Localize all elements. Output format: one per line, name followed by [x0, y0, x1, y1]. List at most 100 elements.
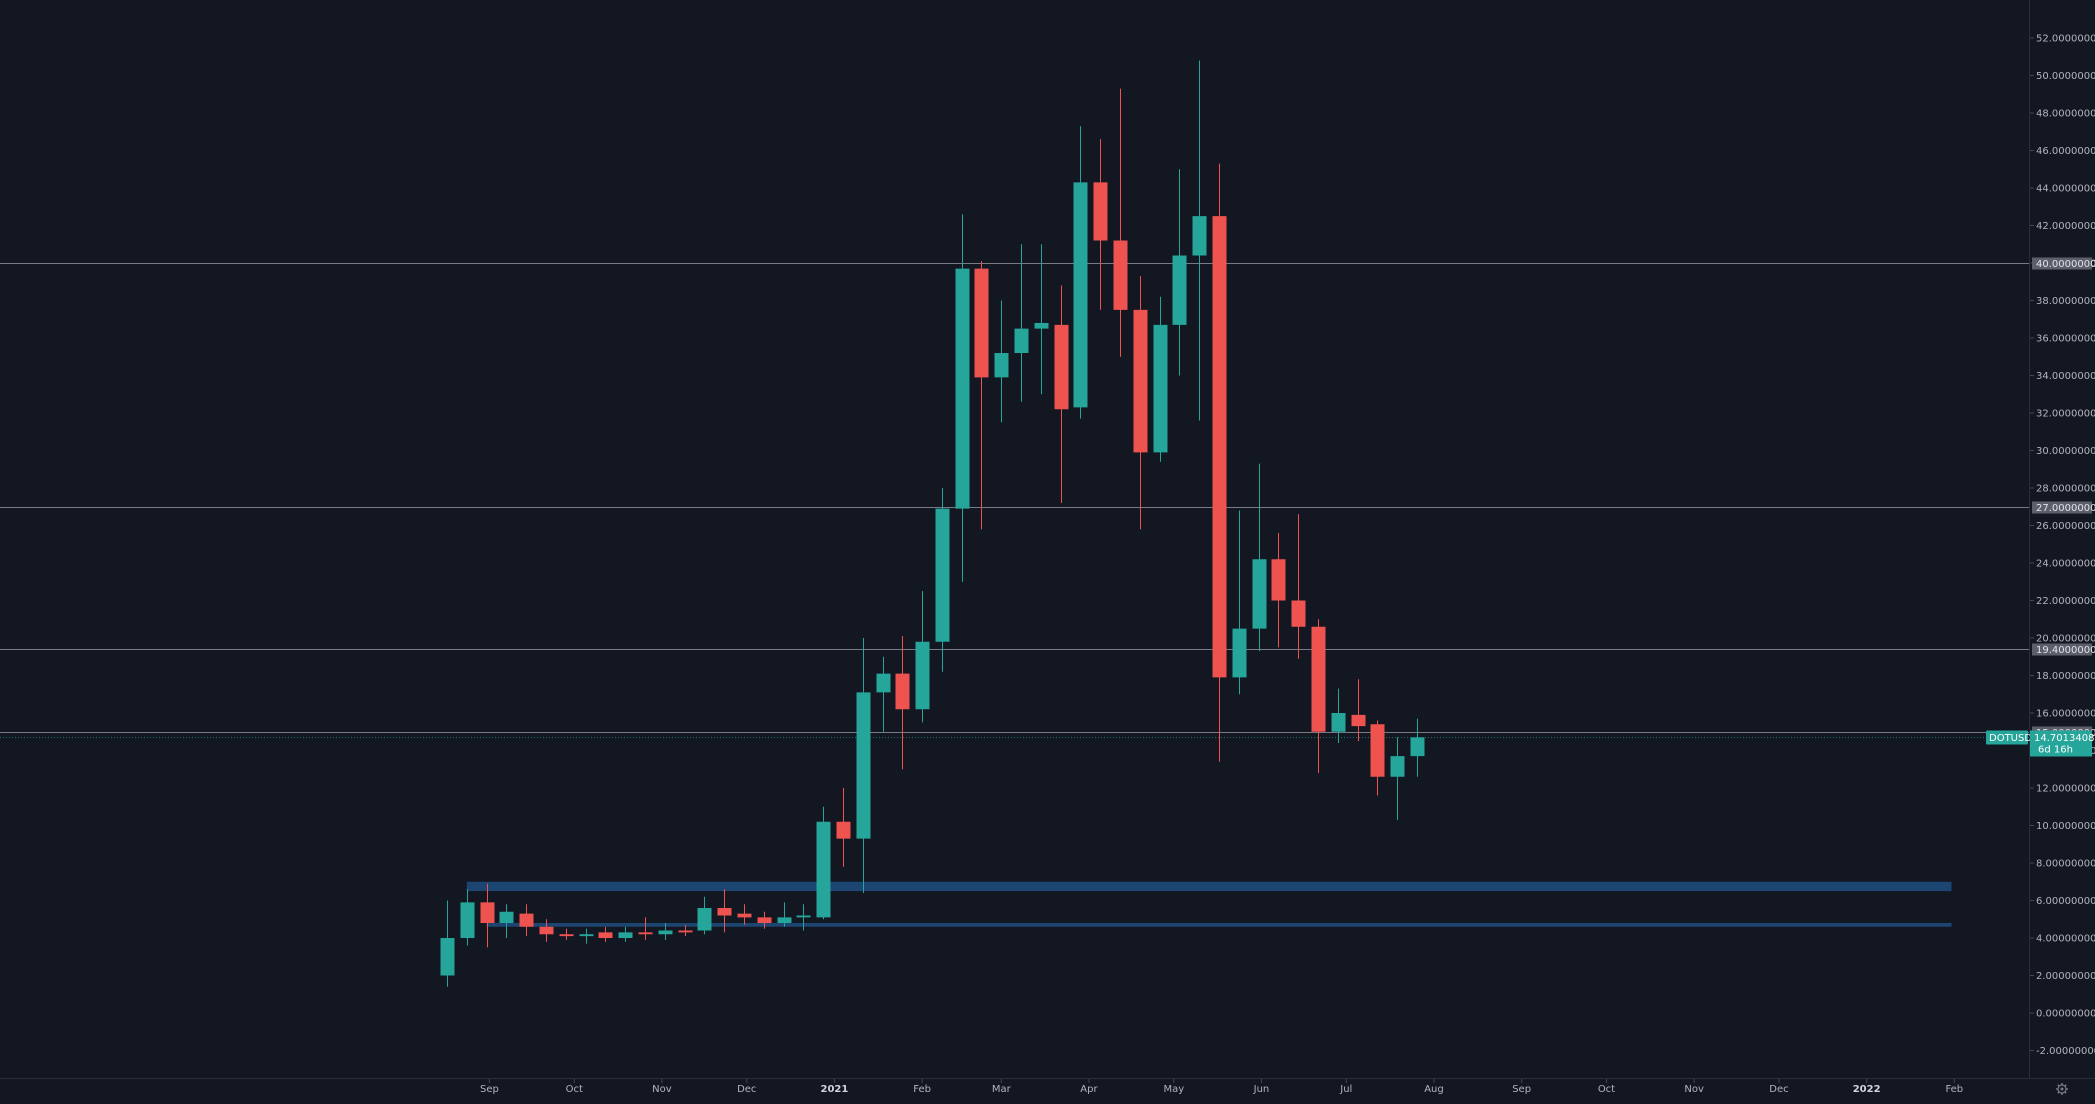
- price-tick-label: 26.00000000: [2036, 521, 2095, 532]
- candle-body-down[interactable]: [480, 902, 495, 923]
- candle-body-up[interactable]: [1034, 323, 1049, 329]
- price-tick-label: 52.00000000: [2036, 34, 2095, 45]
- price-tick-label: 12.00000000: [2036, 784, 2095, 795]
- candle-body-down[interactable]: [1113, 240, 1128, 310]
- candle-body-up[interactable]: [1390, 756, 1405, 777]
- candle-body-down[interactable]: [717, 908, 732, 916]
- candle-body-down[interactable]: [1311, 626, 1326, 732]
- level-price-label: 27.00000000: [2036, 503, 2095, 514]
- price-tick-label: 28.00000000: [2036, 484, 2095, 495]
- candle-body-up[interactable]: [796, 915, 811, 918]
- price-tick-label: 20.00000000: [2036, 634, 2095, 645]
- bar-countdown: 6d 16h: [2038, 745, 2073, 756]
- candle-body-up[interactable]: [1410, 737, 1425, 757]
- time-tick-label: Dec: [1769, 1084, 1788, 1095]
- support-zone[interactable]: [466, 881, 1952, 892]
- candle-body-up[interactable]: [499, 911, 514, 923]
- candle-body-up[interactable]: [935, 508, 950, 642]
- price-tick-label: 0.00000000: [2036, 1009, 2095, 1020]
- candle-body-down[interactable]: [678, 930, 693, 933]
- price-tick-label: 10.00000000: [2036, 821, 2095, 832]
- candle-body-up[interactable]: [955, 268, 970, 509]
- time-tick-label: Jun: [1253, 1084, 1270, 1095]
- price-tick-label: 38.00000000: [2036, 296, 2095, 307]
- candle-body-up[interactable]: [1073, 182, 1088, 408]
- price-tick-label: 42.00000000: [2036, 221, 2095, 232]
- candle-body-up[interactable]: [777, 917, 792, 923]
- candle-body-up[interactable]: [579, 934, 594, 937]
- candle-body-up[interactable]: [994, 353, 1009, 378]
- last-price-value: 14.70134083: [2034, 733, 2095, 744]
- last-price-tag: 14.70134083 6d 16h: [2030, 730, 2095, 757]
- candle-body-down[interactable]: [1351, 714, 1366, 727]
- last-price-background: [2030, 730, 2092, 757]
- time-tick-label: Feb: [1945, 1084, 1963, 1095]
- time-tick-label: Jul: [1339, 1084, 1352, 1095]
- time-tick-label: Oct: [1598, 1084, 1615, 1095]
- candle-body-down[interactable]: [1370, 724, 1385, 777]
- support-zone[interactable]: [486, 923, 1952, 927]
- symbol-tag-label: DOTUSD: [1989, 733, 2032, 744]
- time-tick-label: Mar: [992, 1084, 1012, 1095]
- candle-body-up[interactable]: [1014, 328, 1029, 353]
- price-tick-label: 36.00000000: [2036, 334, 2095, 345]
- candles[interactable]: [440, 60, 1425, 987]
- candle-body-down[interactable]: [836, 821, 851, 839]
- candle-body-up[interactable]: [697, 908, 712, 931]
- level-price-label: 19.40000000: [2036, 645, 2095, 656]
- candle-body-up[interactable]: [1192, 216, 1207, 256]
- time-tick-label: Aug: [1424, 1084, 1444, 1095]
- candle-body-up[interactable]: [876, 673, 891, 693]
- candle-body-down[interactable]: [737, 913, 752, 918]
- level-price-tag: [2032, 643, 2092, 656]
- candle-body-down[interactable]: [1133, 309, 1148, 453]
- candle-body-down[interactable]: [598, 932, 613, 938]
- candle-body-down[interactable]: [1054, 324, 1069, 410]
- candle-body-up[interactable]: [1252, 559, 1267, 629]
- time-tick-label: Oct: [566, 1084, 583, 1095]
- candle-body-up[interactable]: [1172, 255, 1187, 325]
- price-tick-label: 22.00000000: [2036, 596, 2095, 607]
- candle-body-down[interactable]: [1212, 216, 1227, 678]
- time-tick-label: 2022: [1853, 1084, 1881, 1095]
- candle-body-down[interactable]: [757, 917, 772, 923]
- time-tick-label: Apr: [1080, 1084, 1098, 1095]
- level-price-label: 40.00000000: [2036, 259, 2095, 270]
- candle-body-up[interactable]: [1232, 628, 1247, 678]
- time-tick-label: Dec: [737, 1084, 756, 1095]
- time-tick-label: Feb: [913, 1084, 931, 1095]
- candle-body-up[interactable]: [1153, 324, 1168, 453]
- candle-body-down[interactable]: [1093, 182, 1108, 241]
- symbol-tag: DOTUSD: [1986, 730, 2032, 745]
- candle-body-down[interactable]: [519, 913, 534, 927]
- candle-body-down[interactable]: [638, 932, 653, 935]
- horizontal-levels: [0, 263, 2029, 733]
- candle-body-up[interactable]: [856, 692, 871, 839]
- candle-body-up[interactable]: [440, 938, 455, 976]
- candle-body-down[interactable]: [1271, 559, 1286, 601]
- candle-body-down[interactable]: [895, 673, 910, 710]
- symbol-tag-background: [1986, 730, 2028, 745]
- price-tick-label: 8.00000000: [2036, 859, 2095, 870]
- price-tick-label: 6.00000000: [2036, 896, 2095, 907]
- candle-body-up[interactable]: [816, 821, 831, 918]
- candle-body-down[interactable]: [974, 268, 989, 378]
- candle-body-up[interactable]: [658, 930, 673, 935]
- time-tick-label: Nov: [652, 1084, 672, 1095]
- price-tick-label: 46.00000000: [2036, 146, 2095, 157]
- candle-body-down[interactable]: [1291, 600, 1306, 627]
- settings-gear-icon[interactable]: [2056, 1083, 2068, 1095]
- price-tick-label: 2.00000000: [2036, 971, 2095, 982]
- candle-body-up[interactable]: [460, 902, 475, 938]
- candle-body-up[interactable]: [915, 641, 930, 710]
- candle-body-down[interactable]: [559, 934, 574, 937]
- candle-body-up[interactable]: [1331, 713, 1346, 732]
- candle-body-up[interactable]: [618, 932, 633, 938]
- candle-body-down[interactable]: [539, 926, 554, 935]
- price-tick-label: 50.00000000: [2036, 71, 2095, 82]
- price-tick-label: 30.00000000: [2036, 446, 2095, 457]
- time-axis[interactable]: Sep Oct Nov Dec 2021 Feb Mar Apr May Jun Jul Aug Sep…: [480, 1079, 1963, 1095]
